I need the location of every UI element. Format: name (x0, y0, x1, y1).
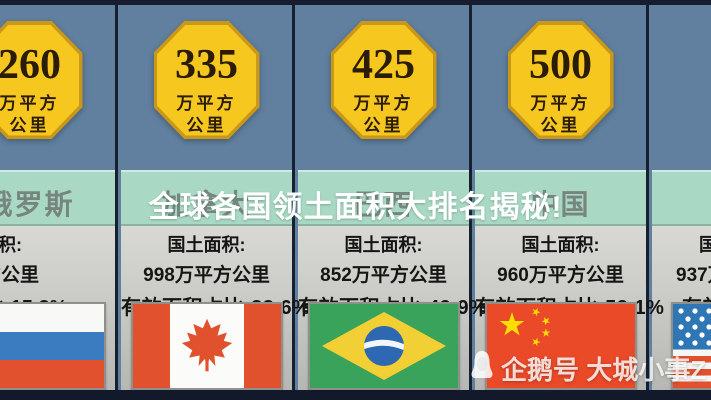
badge-value: 335 (175, 41, 238, 88)
land-area-value: 998万平方公里 (143, 265, 270, 286)
country-column-russia: 260 万平方 公里 俄罗斯 国土面积: 万平方公里 积占比:15.2% (0, 0, 118, 400)
octagon-shape: 260 万平方 公里 (0, 21, 83, 139)
country-column-brazil: 425 万平方 公里 巴西 国土面积: 852万平方公里 有效面积占比:49.9… (298, 0, 487, 400)
octagon-shape: 425 万平方 公里 (330, 21, 437, 139)
badge-value: 425 (352, 41, 415, 88)
area-badge: 425 万平方 公里 (330, 21, 437, 139)
country-column-canada: 335 万平方 公里 加拿大 国土面积: 998万平方公里 有效面积占比:33.… (121, 0, 310, 400)
badge-unit: 万平方 公里 (176, 93, 237, 135)
area-badge: 500 万平方 公里 (507, 21, 614, 139)
top-border-strip (0, 0, 711, 5)
octagon-shape: 335 万平方 公里 (153, 21, 260, 139)
china-flag (484, 302, 637, 390)
country-column-china: 500 万平方 公里 中国 国土面积: 960万平方公里 有效面积占比:52.1… (475, 0, 664, 400)
brazil-flag (307, 302, 460, 390)
land-area-label: 国土面积: (344, 235, 423, 255)
country-name-band (652, 170, 711, 226)
canada-flag (130, 302, 283, 390)
country-name: 巴西 (353, 189, 414, 220)
land-area-value: 960万平方公里 (497, 265, 624, 286)
country-name-band (0, 170, 115, 226)
country-name: 加拿大 (161, 189, 252, 220)
land-area-label: 国土面积: (699, 235, 711, 255)
country-name-band (475, 170, 646, 226)
land-area-label: 国土面积: (167, 235, 246, 255)
badge-value: 500 (529, 41, 592, 88)
country-name: 中国 (530, 189, 591, 220)
page-title: 全球各国领土面积大排名揭秘! (148, 191, 563, 224)
land-area-value: 万平方公里 (0, 265, 40, 286)
watermark: 企鹅号 大城小事Z (470, 350, 706, 387)
land-area-value: 937万平方公里 (676, 265, 711, 286)
country-name-band (121, 170, 292, 226)
land-area-label: 国土面积: (0, 235, 22, 255)
usa-flag (671, 302, 711, 390)
badge-unit: 万平方 公里 (0, 93, 60, 135)
octagon-shape: 500 万平方 公里 (507, 21, 614, 139)
area-badge: 335 万平方 公里 (153, 21, 260, 139)
badge-value: 260 (0, 41, 61, 88)
watermark-text: 企鹅号 大城小事Z (501, 355, 707, 385)
country-name: 俄罗斯 (0, 189, 75, 220)
country-name-band (298, 170, 469, 226)
russia-flag (0, 302, 106, 390)
area-badge: 260 万平方 公里 (0, 21, 83, 139)
penguin-icon (470, 350, 494, 387)
country-column-usa: 美国 国土面积: 937万平方公里 有效面积占比: (652, 0, 711, 400)
badge-unit: 万平方 公里 (353, 93, 414, 135)
badge-unit: 万平方 公里 (530, 93, 591, 135)
bottom-border-strip (0, 390, 711, 400)
land-area-label: 国土面积: (521, 235, 600, 255)
land-area-value: 852万平方公里 (320, 265, 447, 286)
